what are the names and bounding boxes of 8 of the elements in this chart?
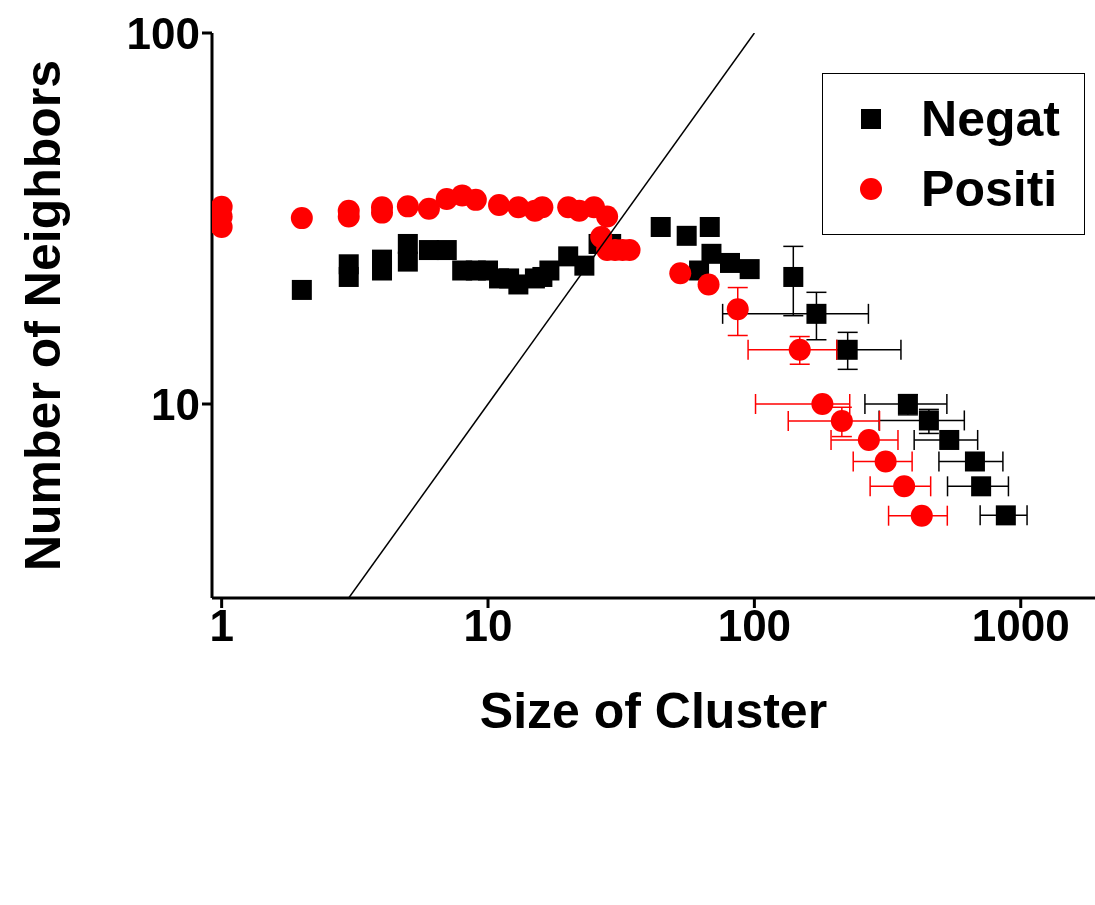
- x-tick-label: 100: [717, 601, 792, 651]
- legend-label: Positi: [921, 160, 1058, 219]
- x-axis-title: Size of Cluster: [479, 683, 828, 739]
- x-tick-label: 1000: [971, 601, 1070, 651]
- y-axis-title: Number of Neighbors: [14, 59, 71, 572]
- x-tick-label: 1: [209, 601, 234, 651]
- x-tick-label: 10: [463, 601, 513, 651]
- legend-label: Negat: [921, 90, 1060, 149]
